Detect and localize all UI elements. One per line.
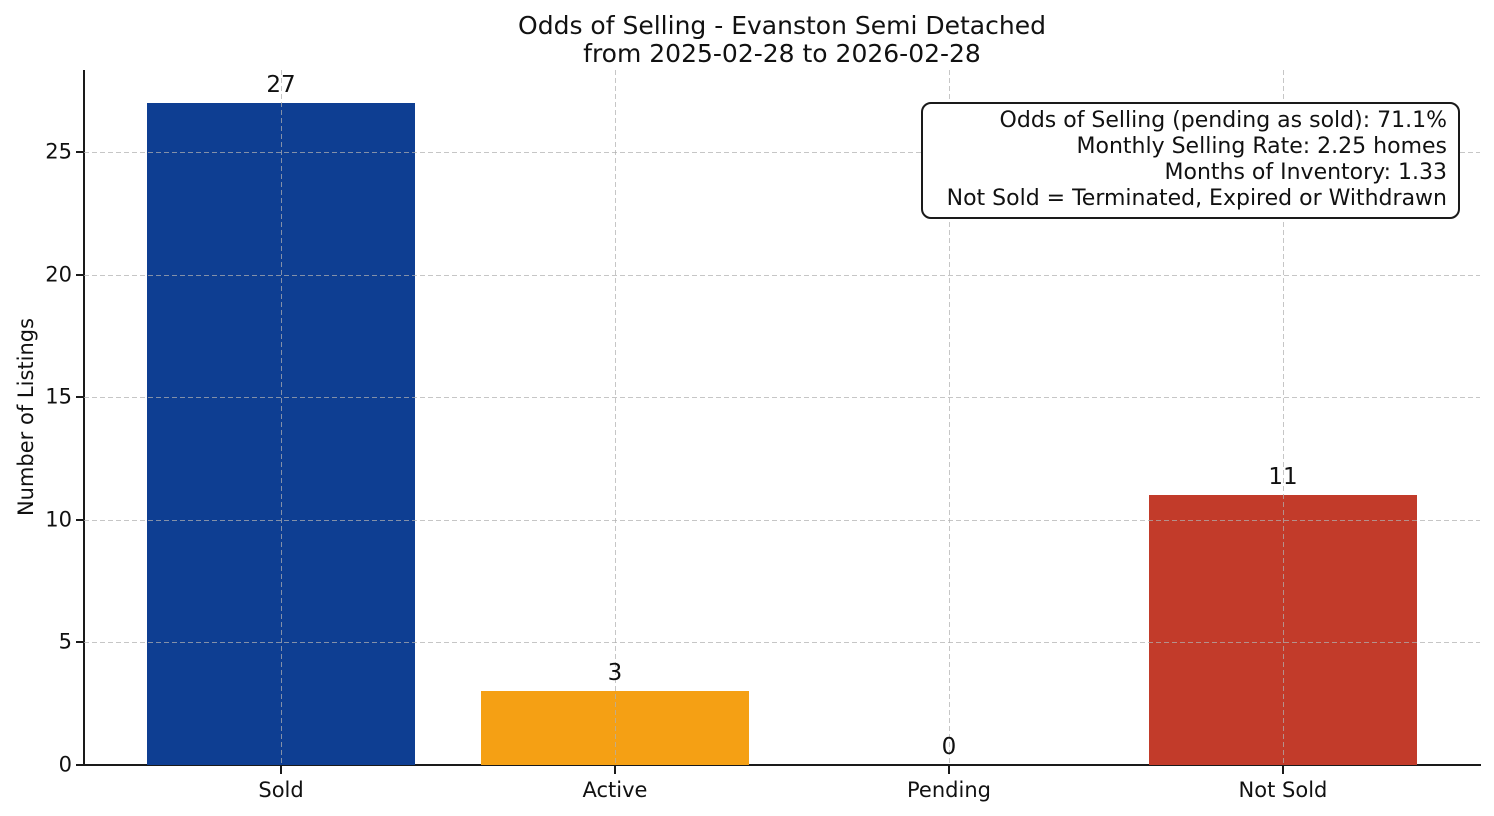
chart-title-line2: from 2025-02-28 to 2026-02-28 bbox=[583, 39, 981, 68]
x-axis-spine bbox=[83, 764, 1481, 766]
bar-value-label-sold: 27 bbox=[266, 72, 296, 99]
y-tick-label-25: 25 bbox=[45, 139, 72, 164]
bar-value-label-active: 3 bbox=[607, 660, 623, 687]
y-tick-15 bbox=[76, 396, 84, 399]
bar-value-label-not-sold: 11 bbox=[1268, 464, 1298, 491]
y-tick-label-0: 0 bbox=[58, 752, 72, 777]
chart-title-line1: Odds of Selling - Evanston Semi Detached bbox=[518, 11, 1046, 40]
x-tick-pending bbox=[947, 766, 950, 774]
y-axis-spine bbox=[83, 70, 85, 766]
y-tick-20 bbox=[76, 273, 84, 276]
chart-title: Odds of Selling - Evanston Semi Detached… bbox=[84, 12, 1480, 68]
gridline-v-not-sold bbox=[1282, 70, 1284, 765]
x-tick-label-active: Active bbox=[582, 778, 648, 802]
bar-value-label-pending: 0 bbox=[941, 734, 957, 760]
gridline-v-sold bbox=[281, 70, 283, 765]
y-tick-label-5: 5 bbox=[58, 629, 72, 654]
x-tick-label-not-sold: Not Sold bbox=[1238, 778, 1328, 802]
y-tick-label-20: 20 bbox=[45, 262, 72, 287]
annotation-odds-of-selling: Odds of Selling (pending as sold): 71.1% bbox=[999, 108, 1447, 133]
gridline-h-10 bbox=[84, 519, 1480, 521]
annotation-not-sold-definition: Not Sold = Terminated, Expired or Withdr… bbox=[946, 186, 1447, 211]
y-tick-label-10: 10 bbox=[45, 507, 72, 532]
stats-annotation-box: Odds of Selling (pending as sold): 71.1%… bbox=[921, 102, 1460, 219]
y-tick-25 bbox=[76, 151, 84, 154]
gridline-h-25 bbox=[84, 152, 1480, 154]
annotation-monthly-selling-rate: Monthly Selling Rate: 2.25 homes bbox=[1076, 134, 1447, 159]
x-tick-label-sold: Sold bbox=[258, 778, 304, 802]
x-tick-not-sold bbox=[1281, 766, 1284, 774]
annotation-months-of-inventory: Months of Inventory: 1.33 bbox=[1164, 160, 1447, 185]
y-tick-0 bbox=[76, 764, 84, 766]
x-tick-sold bbox=[280, 766, 283, 774]
y-axis-label: Number of Listings bbox=[14, 317, 38, 517]
y-tick-10 bbox=[76, 518, 84, 521]
gridline-v-pending bbox=[948, 70, 950, 765]
y-tick-5 bbox=[76, 641, 84, 644]
gridline-h-20 bbox=[84, 274, 1480, 276]
y-tick-label-15: 15 bbox=[45, 384, 72, 409]
x-tick-label-pending: Pending bbox=[907, 778, 991, 802]
bar-not-sold bbox=[1149, 495, 1417, 765]
gridline-v-active bbox=[615, 70, 616, 765]
gridline-h-5 bbox=[84, 642, 1480, 644]
x-tick-active bbox=[614, 766, 616, 774]
gridline-h-15 bbox=[84, 397, 1480, 399]
